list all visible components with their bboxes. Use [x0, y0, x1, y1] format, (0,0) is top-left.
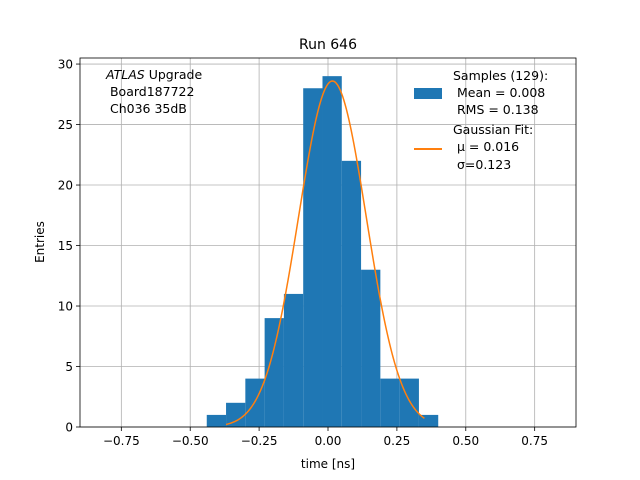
y-tick-label: 0: [65, 421, 73, 435]
histogram-bar: [264, 318, 284, 427]
y-tick-label: 15: [58, 239, 73, 253]
annotation-line-3: Ch036 35dB: [106, 101, 187, 116]
y-tick-label: 25: [58, 118, 73, 132]
histogram-bar: [380, 378, 400, 427]
annotation-line-2: Board187722: [106, 84, 194, 99]
legend-samples-swatch: [414, 88, 442, 99]
histogram-bar: [361, 269, 381, 427]
histogram-bar: [226, 402, 246, 427]
chart-title: Run 646: [299, 37, 357, 53]
x-tick-label: 0.25: [384, 434, 411, 448]
histogram-bar: [341, 160, 362, 427]
y-tick-label: 5: [65, 360, 73, 374]
legend-fit-line-3: σ=0.123: [453, 157, 511, 172]
histogram-bars: [206, 76, 439, 428]
legend-fit-line-1: Gaussian Fit:: [453, 122, 533, 137]
histogram-bar: [206, 414, 227, 427]
y-tick-label: 20: [58, 179, 73, 193]
x-tick-label: 0.50: [452, 434, 479, 448]
gaussian-fit-curve: [225, 80, 425, 426]
x-tick-label: −0.25: [241, 434, 278, 448]
x-tick-label: −0.75: [103, 434, 140, 448]
annotation-atlas: ATLAS: [105, 67, 145, 82]
legend: Samples (129): Mean = 0.008 RMS = 0.138 …: [414, 68, 548, 172]
histogram-bar: [303, 88, 323, 427]
x-tick-label: 0.00: [315, 434, 342, 448]
legend-samples-line-1: Samples (129):: [453, 68, 548, 83]
y-axis-label: Entries: [33, 221, 47, 263]
annotation-upgrade: Upgrade: [145, 67, 203, 82]
x-tick-label: 0.75: [521, 434, 548, 448]
y-axis-ticks: 0 5 10 15 20 25 30: [58, 58, 80, 435]
x-axis-label: time [ns]: [301, 457, 355, 471]
legend-fit-line-2: μ = 0.016: [453, 139, 519, 154]
legend-samples-line-2: Mean = 0.008: [453, 85, 545, 100]
y-tick-label: 30: [58, 58, 73, 72]
histogram-bar: [283, 293, 304, 427]
histogram-bar: [322, 76, 342, 428]
annotation-line-1: ATLAS Upgrade: [105, 67, 202, 82]
y-tick-label: 10: [58, 300, 73, 314]
annotation-text: ATLAS Upgrade Board187722 Ch036 35dB: [105, 67, 202, 116]
x-axis-ticks: −0.75 −0.50 −0.25 0.00 0.25 0.50 0.75: [103, 427, 548, 448]
legend-samples-line-3: RMS = 0.138: [453, 102, 539, 117]
x-tick-label: −0.50: [172, 434, 209, 448]
